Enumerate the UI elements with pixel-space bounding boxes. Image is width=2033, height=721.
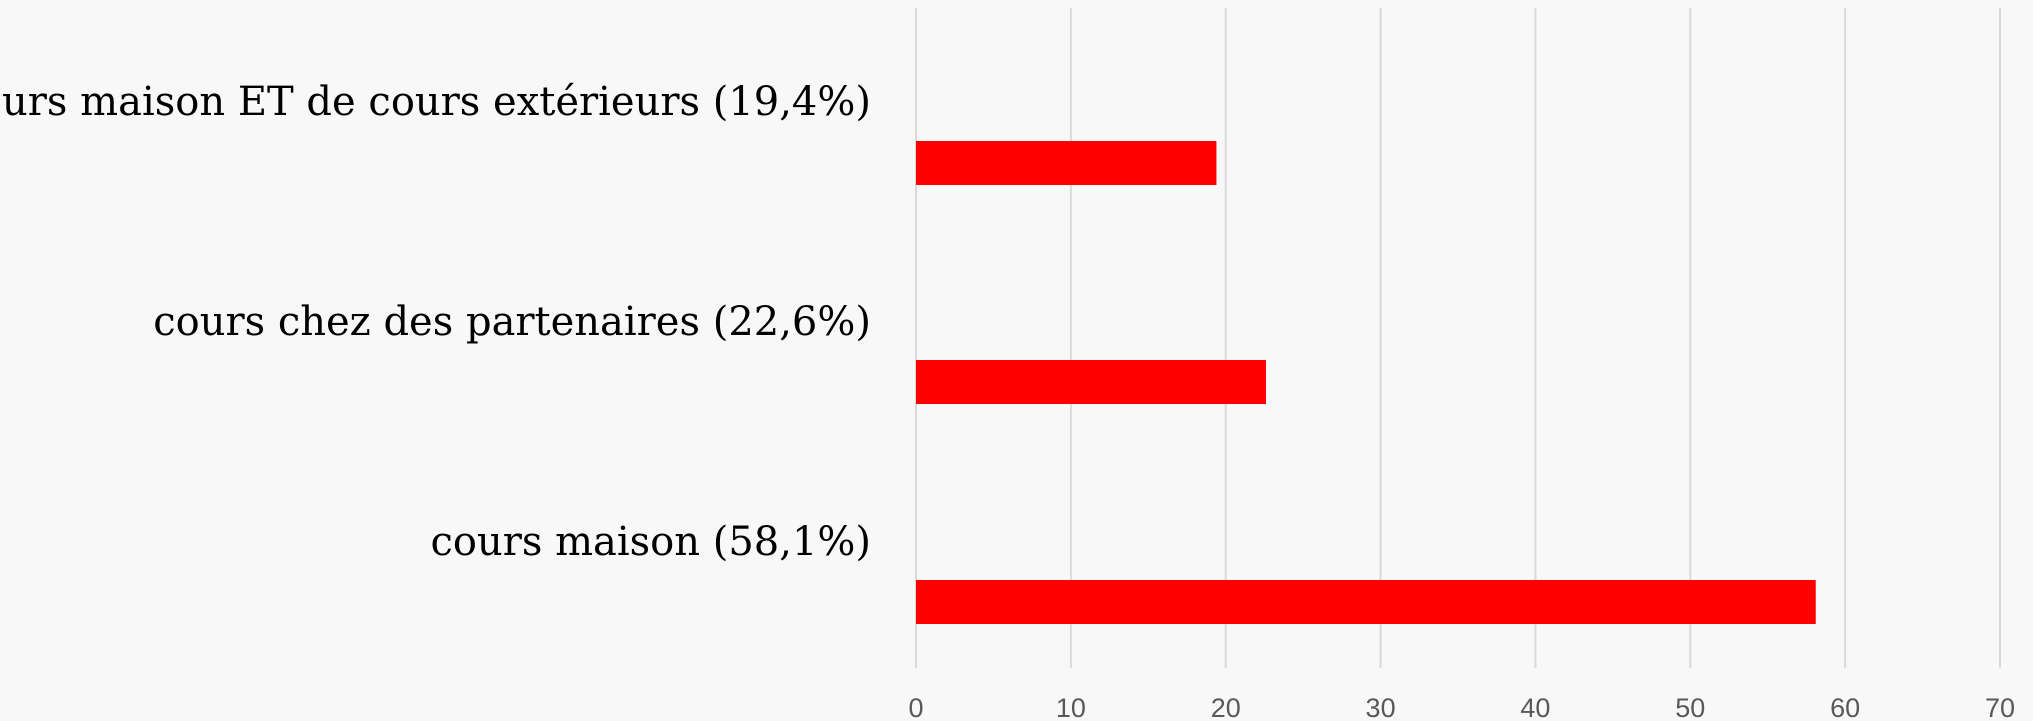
x-tick-label: 60: [1830, 693, 1860, 721]
x-tick-label: 10: [1056, 693, 1086, 721]
category-label: cours chez des partenaires (22,6%): [153, 299, 871, 345]
bar: [916, 580, 1816, 624]
category-labels: cours maison ET de cours extérieurs (19,…: [0, 79, 871, 565]
category-label: cours maison ET de cours extérieurs (19,…: [0, 79, 871, 125]
x-tick-label: 0: [908, 693, 923, 721]
x-tick-label: 70: [1985, 693, 2015, 721]
x-tick-label: 20: [1211, 693, 1241, 721]
x-tick-label: 50: [1675, 693, 1705, 721]
gridlines: [915, 8, 2001, 668]
category-label: cours maison (58,1%): [430, 519, 871, 565]
bar: [916, 360, 1266, 404]
x-tick-label: 40: [1520, 693, 1550, 721]
bar: [916, 141, 1217, 185]
x-tick-label: 30: [1366, 693, 1396, 721]
x-tick-labels: 0 10 20 30 40 50 60 70: [908, 693, 2015, 721]
bars: [916, 141, 1816, 624]
